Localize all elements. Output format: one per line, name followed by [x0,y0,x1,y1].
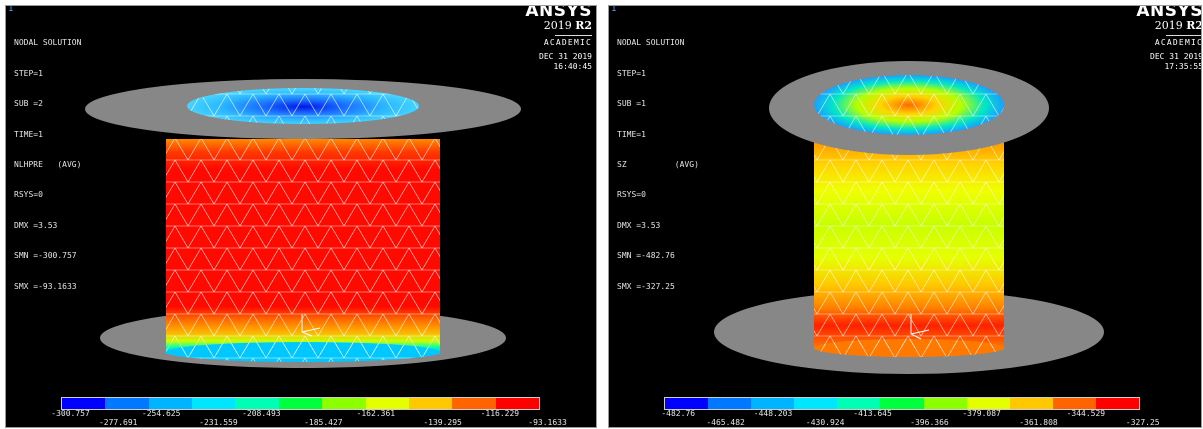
legend-label: -413.645 [853,409,892,418]
legend-band [148,398,193,409]
legend-band [665,398,709,409]
time-label: 17:35:55 [1164,62,1202,71]
legend-label: -231.559 [199,418,238,427]
brand-divider [555,35,592,36]
legend-label: -361.808 [1019,418,1058,427]
cylinder-model-right [714,61,1104,374]
date-label: DEC 31 2019 [539,52,592,61]
legend-band [365,398,409,409]
plot-info-left: NODAL SOLUTION STEP=1 SUB =2 TIME=1 NLHP… [14,18,81,312]
legend-label: -208.493 [242,409,281,418]
legend-label: -254.625 [141,409,181,418]
legend-band [794,398,838,409]
time-label: 16:40:45 [553,62,592,71]
date-label: DEC 31 2019 [1150,52,1202,61]
axis-triad-icon [910,314,930,340]
info-smn: SMN =-482.76 [617,251,675,261]
info-smx: SMX =-327.25 [617,281,675,291]
legend-band [1095,398,1140,409]
color-legend-bar [664,397,1140,410]
cylinder-model-left [85,79,521,368]
legend-band [192,398,236,409]
legend-band [1052,398,1096,409]
axis-triad-icon [301,314,321,337]
legend-label: -300.757 [51,409,90,418]
info-rsys: RSYS=0 [617,190,646,200]
academic-label: ACADEMIC [1154,38,1202,47]
legend-label: -162.361 [356,409,396,418]
legend-label: -116.229 [480,409,520,418]
academic-label: ACADEMIC [543,38,592,47]
plot-header: NODAL SOLUTION [14,38,82,48]
legend-label: -139.295 [423,418,462,427]
ansys-logo: ANSYS [525,5,592,21]
ansys-brand-left: ANSYS 2019 R2 ACADEMIC DEC 31 2019 16:40… [525,5,592,72]
legend-label: -185.427 [304,418,343,427]
legend-label: -482.76 [661,409,696,418]
info-step: STEP=1 [14,68,43,78]
legend-band [105,398,149,409]
legend-label: -448.203 [753,409,793,418]
legend-band [923,398,967,409]
plot-info-right: NODAL SOLUTION STEP=1 SUB =1 TIME=1 SZ (… [617,18,699,312]
version-label: 2019 R2 [1154,19,1202,32]
window-number: 1 [611,5,617,14]
legend-band [1009,398,1053,409]
legend-band [408,398,453,409]
info-quantity: NLHPRE (AVG) [14,160,82,170]
info-smx: SMX =-93.1633 [14,281,77,291]
legend-label: -277.691 [98,418,138,427]
window-number: 1 [8,5,14,14]
info-smn: SMN =-300.757 [14,251,77,261]
legend-band [495,398,539,409]
legend-label: -430.924 [805,418,845,427]
color-legend-bar [61,397,540,410]
legend-band [966,398,1010,409]
info-time: TIME=1 [14,129,43,139]
legend-label: -327.25 [1125,418,1160,427]
legend-label: -396.366 [910,418,949,427]
info-sub: SUB =1 [617,99,646,109]
left-contour-plot: 1 NODAL SOLUTION STEP=1 SUB =2 TIME=1 NL… [5,5,597,428]
right-contour-plot: 1 NODAL SOLUTION STEP=1 SUB =1 TIME=1 SZ… [608,5,1202,428]
legend-band [880,398,924,409]
plot-header: NODAL SOLUTION [617,38,685,48]
info-time: TIME=1 [617,129,646,139]
info-step: STEP=1 [617,68,646,78]
legend-label: -93.1633 [528,418,567,427]
ansys-brand-right: ANSYS 2019 R2 ACADEMIC DEC 31 2019 17:35… [1136,5,1202,72]
brand-divider [1166,35,1201,36]
ansys-logo: ANSYS [1136,5,1202,21]
legend-label: -465.482 [706,418,745,427]
info-quantity: SZ (AVG) [617,160,699,170]
info-rsys: RSYS=0 [14,190,43,200]
legend-band [62,398,106,409]
legend-band [278,398,323,409]
legend-band [751,398,795,409]
legend-band [322,398,366,409]
legend-band [235,398,279,409]
info-sub: SUB =2 [14,99,43,109]
legend-label: -344.529 [1066,409,1106,418]
legend-band [452,398,496,409]
legend-label: -379.087 [962,409,1001,418]
info-dmx: DMX =3.53 [617,220,661,230]
info-dmx: DMX =3.53 [14,220,58,230]
version-label: 2019 R2 [543,19,592,32]
legend-band [708,398,752,409]
legend-band [837,398,881,409]
